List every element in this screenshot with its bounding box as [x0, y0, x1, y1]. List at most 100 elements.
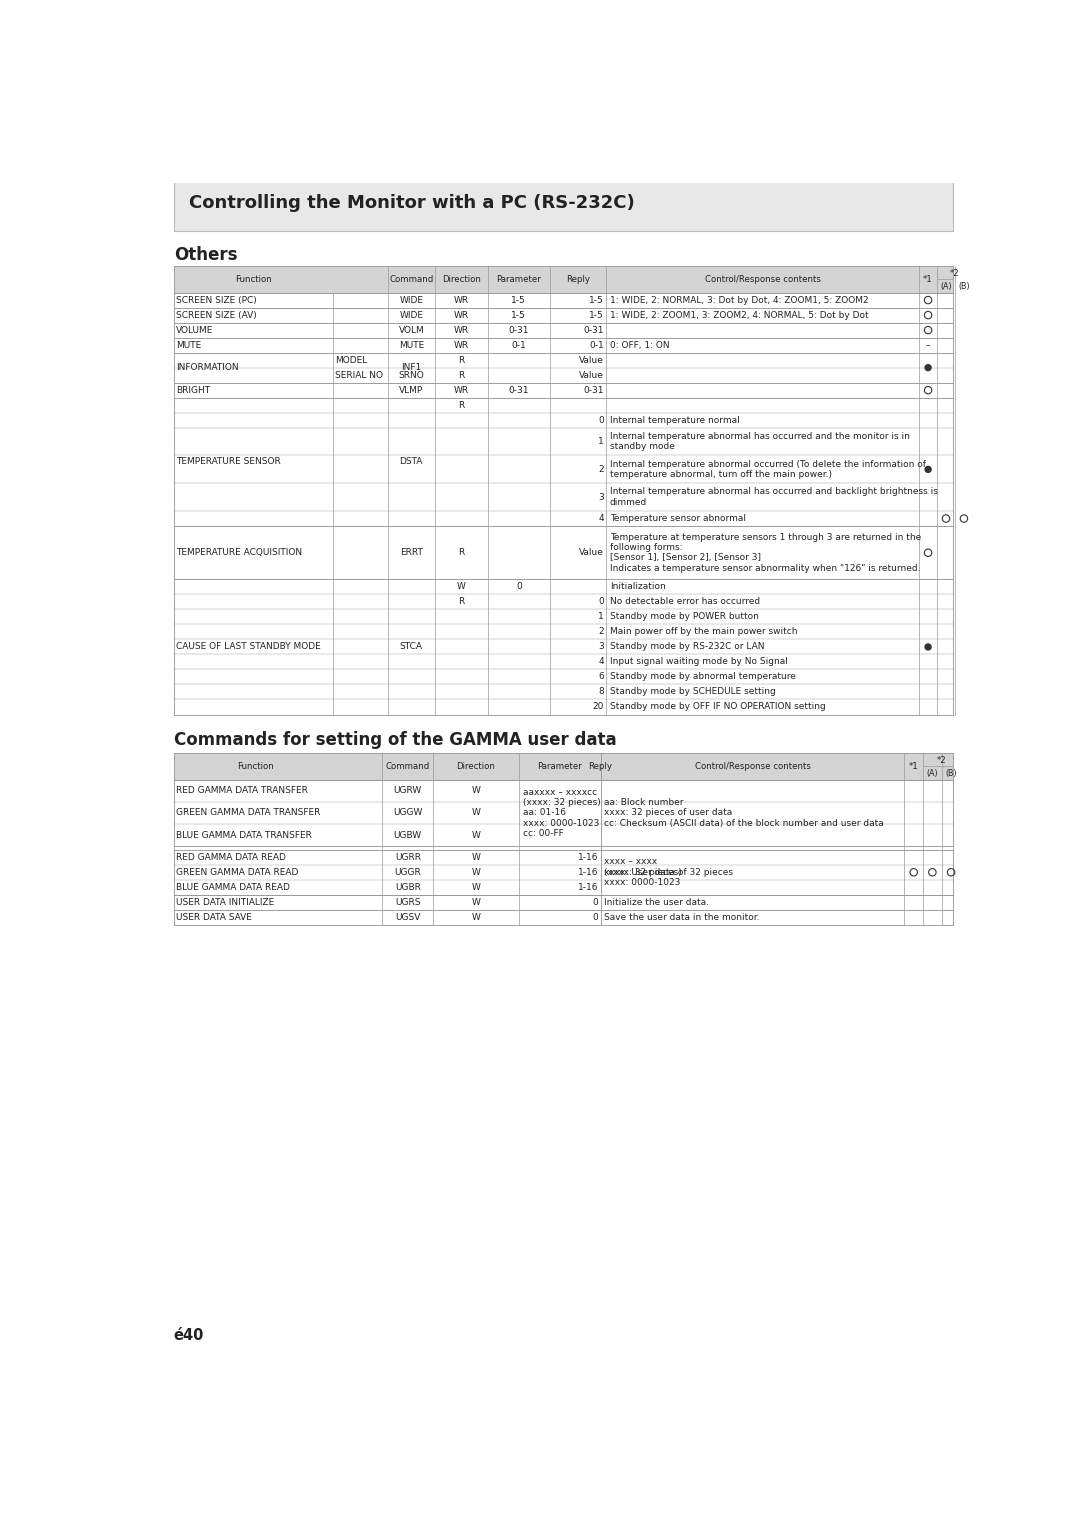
Text: UGBR: UGBR — [395, 883, 421, 892]
Text: GREEN GAMMA DATA TRANSFER: GREEN GAMMA DATA TRANSFER — [176, 808, 321, 817]
Text: Command: Command — [389, 275, 433, 284]
Text: BLUE GAMMA DATA READ: BLUE GAMMA DATA READ — [176, 883, 289, 892]
Text: 1: WIDE, 2: ZOOM1, 3: ZOOM2, 4: NORMAL, 5: Dot by Dot: 1: WIDE, 2: ZOOM1, 3: ZOOM2, 4: NORMAL, … — [610, 310, 868, 319]
Text: 0-1: 0-1 — [589, 341, 604, 350]
Text: TEMPERATURE SENSOR: TEMPERATURE SENSOR — [176, 458, 281, 466]
Text: SRNO: SRNO — [399, 371, 424, 380]
Text: WR: WR — [454, 386, 469, 394]
Bar — [174, 266, 953, 293]
Text: *1: *1 — [923, 275, 933, 284]
Text: Internal temperature normal: Internal temperature normal — [610, 415, 740, 425]
Text: xxxx: User data of 32 pieces: xxxx: User data of 32 pieces — [605, 867, 733, 876]
Text: BLUE GAMMA DATA TRANSFER: BLUE GAMMA DATA TRANSFER — [176, 831, 312, 840]
Text: SCREEN SIZE (PC): SCREEN SIZE (PC) — [176, 296, 257, 304]
Text: SCREEN SIZE (AV): SCREEN SIZE (AV) — [176, 310, 257, 319]
Text: 0: OFF, 1: ON: 0: OFF, 1: ON — [610, 341, 670, 350]
Text: Internal temperature abnormal has occurred and backlight brightness is
dimmed: Internal temperature abnormal has occurr… — [610, 487, 937, 507]
Text: 0: 0 — [598, 597, 604, 606]
Bar — [174, 895, 953, 910]
Text: Function: Function — [238, 762, 274, 771]
Text: VLMP: VLMP — [400, 386, 423, 394]
Text: Internal temperature abnormal has occurred and the monitor is in
standby mode: Internal temperature abnormal has occurr… — [610, 432, 909, 452]
Text: Value: Value — [579, 548, 604, 557]
Text: R: R — [458, 548, 464, 557]
Text: W: W — [472, 786, 481, 796]
Text: 0-1: 0-1 — [512, 341, 526, 350]
Text: 1: 1 — [598, 612, 604, 621]
Text: (A): (A) — [941, 282, 951, 292]
Text: W: W — [472, 808, 481, 817]
Text: UGGR: UGGR — [394, 867, 421, 876]
Text: Initialize the user data.: Initialize the user data. — [605, 898, 710, 907]
Text: UGRW: UGRW — [394, 786, 422, 796]
Text: USER DATA INITIALIZE: USER DATA INITIALIZE — [176, 898, 274, 907]
Text: WIDE: WIDE — [400, 310, 423, 319]
Text: UGBW: UGBW — [394, 831, 422, 840]
Text: CAUSE OF LAST STANDBY MODE: CAUSE OF LAST STANDBY MODE — [176, 643, 321, 652]
Bar — [174, 322, 953, 337]
Text: Standby mode by SCHEDULE setting: Standby mode by SCHEDULE setting — [610, 687, 775, 696]
Text: 0-31: 0-31 — [583, 386, 604, 394]
Text: Reply: Reply — [566, 275, 590, 284]
Text: Save the user data in the monitor.: Save the user data in the monitor. — [605, 913, 760, 922]
Circle shape — [924, 466, 932, 473]
Text: WR: WR — [454, 296, 469, 304]
Text: Value: Value — [579, 356, 604, 365]
Text: Value: Value — [579, 371, 604, 380]
Text: 1-5: 1-5 — [589, 310, 604, 319]
Bar — [174, 337, 953, 353]
Text: UGRS: UGRS — [395, 898, 420, 907]
Text: (B): (B) — [958, 282, 970, 292]
Text: 0-31: 0-31 — [509, 386, 529, 394]
Text: 1-16: 1-16 — [578, 852, 598, 861]
Text: 1: 1 — [598, 437, 604, 446]
Text: *2: *2 — [936, 756, 946, 765]
Text: *2: *2 — [950, 269, 960, 278]
Bar — [174, 307, 953, 322]
Text: RED GAMMA DATA TRANSFER: RED GAMMA DATA TRANSFER — [176, 786, 308, 796]
Text: GREEN GAMMA DATA READ: GREEN GAMMA DATA READ — [176, 867, 298, 876]
Text: é40: é40 — [174, 1328, 204, 1344]
Text: UGSV: UGSV — [395, 913, 420, 922]
Text: 2: 2 — [598, 464, 604, 473]
Text: –: – — [926, 341, 930, 350]
Text: TEMPERATURE ACQUISITION: TEMPERATURE ACQUISITION — [176, 548, 302, 557]
Text: W: W — [472, 883, 481, 892]
Text: 8: 8 — [598, 687, 604, 696]
Bar — [174, 753, 953, 780]
Text: Command: Command — [386, 762, 430, 771]
Text: SERIAL NO: SERIAL NO — [335, 371, 383, 380]
Text: INFORMATION: INFORMATION — [176, 363, 239, 373]
Text: 3: 3 — [598, 493, 604, 502]
Bar — [174, 383, 953, 397]
Text: 1: WIDE, 2: NORMAL, 3: Dot by Dot, 4: ZOOM1, 5: ZOOM2: 1: WIDE, 2: NORMAL, 3: Dot by Dot, 4: ZO… — [610, 296, 868, 304]
Text: 0: 0 — [593, 898, 598, 907]
Text: R: R — [458, 371, 464, 380]
Text: 0-31: 0-31 — [583, 325, 604, 334]
Text: Standby mode by abnormal temperature: Standby mode by abnormal temperature — [610, 672, 796, 681]
Text: STCA: STCA — [400, 643, 422, 652]
Text: Control/Response contents: Control/Response contents — [694, 762, 810, 771]
Text: 1-5: 1-5 — [512, 296, 526, 304]
Bar — [174, 849, 953, 895]
Text: Internal temperature abnormal occurred (To delete the information of
temperature: Internal temperature abnormal occurred (… — [610, 460, 926, 479]
Text: R: R — [458, 597, 464, 606]
Bar — [174, 397, 953, 527]
Text: 4: 4 — [598, 515, 604, 524]
Text: 1-5: 1-5 — [512, 310, 526, 319]
Text: W: W — [457, 582, 465, 591]
Text: (A): (A) — [927, 770, 939, 779]
Text: MUTE: MUTE — [176, 341, 201, 350]
Text: WR: WR — [454, 341, 469, 350]
Text: Standby mode by OFF IF NO OPERATION setting: Standby mode by OFF IF NO OPERATION sett… — [610, 702, 825, 712]
Text: DSTA: DSTA — [400, 458, 423, 466]
Text: Direction: Direction — [442, 275, 481, 284]
Text: R: R — [458, 356, 464, 365]
Text: Main power off by the main power switch: Main power off by the main power switch — [610, 628, 797, 637]
Text: Commands for setting of the GAMMA user data: Commands for setting of the GAMMA user d… — [174, 731, 617, 750]
Bar — [174, 176, 953, 231]
Text: Parameter: Parameter — [538, 762, 582, 771]
Text: 1-5: 1-5 — [589, 296, 604, 304]
Text: WIDE: WIDE — [400, 296, 423, 304]
Text: R: R — [458, 400, 464, 409]
